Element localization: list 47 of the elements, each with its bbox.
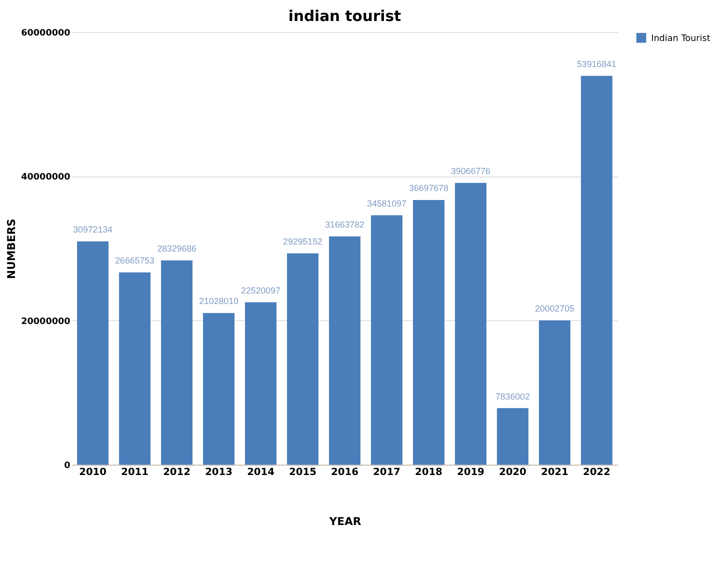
legend-label: Indian Tourist: [651, 34, 711, 44]
y-tick-label: 0: [64, 461, 70, 472]
data-label: 53916841: [576, 58, 616, 69]
data-label: 22520097: [241, 285, 280, 296]
x-axis-title: YEAR: [328, 515, 362, 528]
data-label: 21028010: [199, 296, 239, 306]
x-tick-label: 2014: [247, 467, 275, 478]
y-tick-label: 20000000: [21, 316, 70, 327]
data-label: 30972134: [73, 224, 113, 234]
data-label: 26665753: [115, 256, 155, 266]
data-label: 7836002: [495, 391, 530, 402]
x-tick-label: 2022: [582, 467, 610, 478]
y-tick-label: 40000000: [21, 172, 70, 183]
bar: [245, 302, 276, 465]
x-tick-label: 2010: [79, 467, 107, 478]
bar: [370, 215, 402, 465]
x-tick-label: 2017: [373, 467, 401, 478]
x-tick-label: 2013: [205, 467, 233, 478]
y-tick-label: 60000000: [21, 28, 70, 38]
bar: [119, 272, 151, 465]
bar: [538, 320, 570, 465]
x-tick-label: 2016: [331, 467, 359, 478]
x-tick-label: 2021: [540, 467, 568, 478]
x-tick-label: 2020: [498, 467, 527, 478]
bar: [328, 236, 360, 465]
data-label: 39066776: [451, 166, 490, 176]
x-tick-label: 2015: [289, 467, 317, 478]
bar: [77, 241, 109, 465]
data-label: 20002705: [534, 304, 574, 314]
y-axis-title: NUMBERS: [5, 218, 18, 279]
bar: [580, 76, 612, 465]
bar: [412, 200, 444, 465]
bar: [454, 182, 486, 465]
x-tick-label: 2019: [457, 467, 485, 478]
data-label: 29295152: [283, 236, 322, 247]
x-tick-label: 2018: [415, 467, 443, 478]
bar: [496, 408, 528, 465]
data-label: 36697678: [409, 183, 448, 194]
data-label: 31663782: [325, 219, 364, 230]
chart-title: indian tourist: [288, 8, 402, 26]
bar: [161, 260, 193, 465]
x-tick-label: 2012: [163, 467, 190, 478]
x-tick-label: 2011: [121, 467, 149, 478]
bar: [203, 313, 234, 465]
data-label: 28329686: [157, 244, 197, 254]
bar: [287, 253, 318, 465]
data-label: 34581097: [367, 198, 406, 208]
